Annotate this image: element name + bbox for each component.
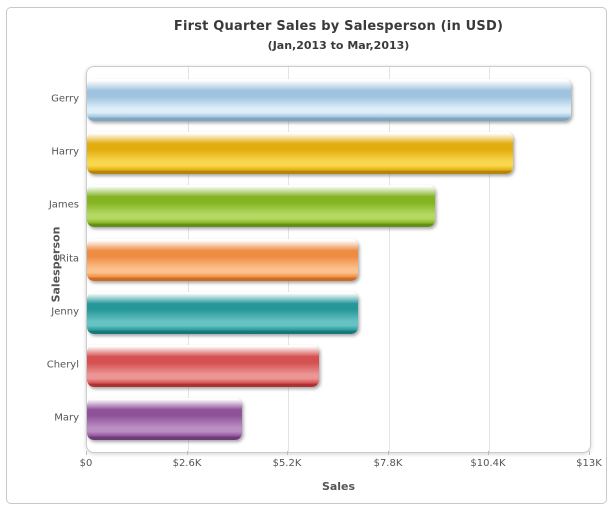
tick-mark-$0 — [86, 451, 87, 455]
bar-james[interactable] — [87, 185, 435, 228]
bar-harry[interactable] — [87, 132, 513, 175]
tick-mark-$10.4K — [488, 451, 489, 455]
tick-label-$10.4K: $10.4K — [470, 458, 506, 469]
category-label-jenny: Jenny — [51, 306, 79, 318]
category-label-harry: Harry — [51, 146, 79, 158]
category-label-james: James — [48, 199, 79, 211]
chart-subtitle: (Jan,2013 to Mar,2013) — [267, 39, 410, 52]
x-axis-title: Sales — [321, 480, 356, 493]
tick-label-$0: $0 — [79, 458, 93, 469]
category-label-cheryl: Cheryl — [46, 359, 79, 371]
tick-mark-$7.8K — [388, 451, 389, 455]
tick-label-$2.6K: $2.6K — [172, 458, 202, 469]
chart-title: First Quarter Sales by Salesperson (in U… — [173, 19, 504, 34]
bar-mary[interactable] — [87, 398, 242, 440]
gridline-$7.8K — [389, 67, 390, 452]
category-label-mary: Mary — [54, 412, 79, 424]
tick-label-$5.2K: $5.2K — [272, 458, 302, 469]
gridline-$10.4K — [489, 67, 490, 452]
tick-label-$7.8K: $7.8K — [373, 458, 403, 469]
category-label-rita: Rita — [59, 253, 79, 264]
bar-gerry[interactable] — [87, 79, 571, 121]
tick-mark-$13K — [589, 451, 590, 455]
tick-mark-$2.6K — [187, 451, 188, 455]
category-label-gerry: Gerry — [51, 93, 79, 105]
bar-rita[interactable] — [87, 238, 358, 281]
bar-cheryl[interactable] — [87, 344, 319, 387]
y-axis-title: Salesperson — [49, 226, 63, 303]
chart-window: First Quarter Sales by Salesperson (in U… — [6, 7, 607, 504]
tick-label-$13K: $13K — [576, 458, 602, 469]
bar-jenny[interactable] — [87, 291, 358, 334]
plot-area — [86, 66, 591, 453]
tick-mark-$5.2K — [287, 451, 288, 455]
